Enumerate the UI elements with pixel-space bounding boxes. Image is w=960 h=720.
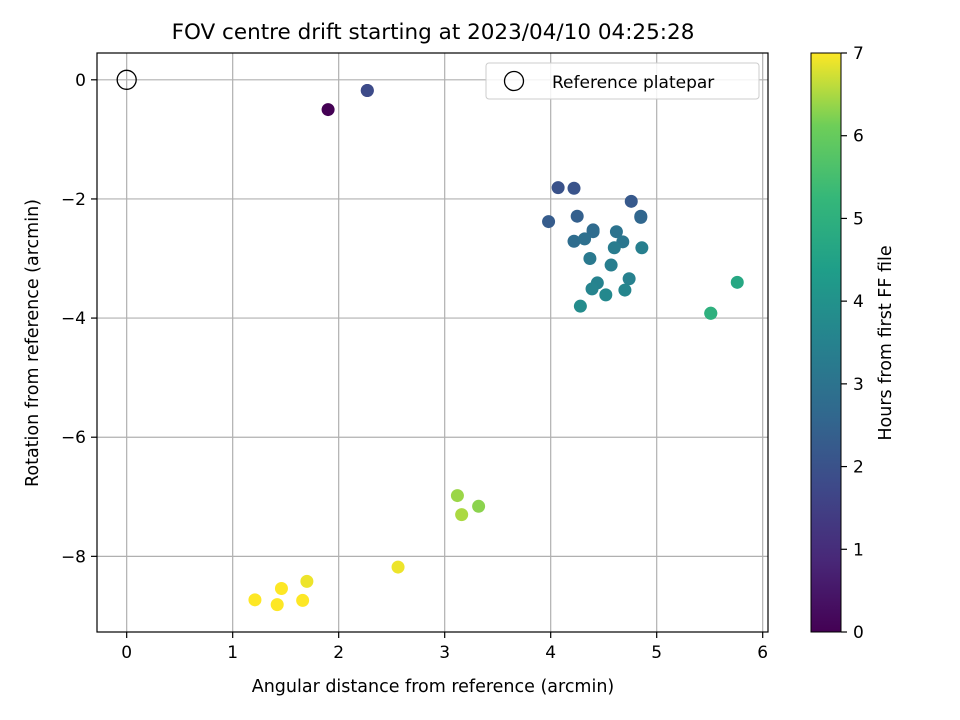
data-point bbox=[270, 598, 284, 612]
data-point bbox=[567, 181, 581, 195]
reference-platepar-marker bbox=[116, 69, 137, 90]
y-tick-label: 0 bbox=[75, 71, 86, 91]
y-tick-label: −6 bbox=[61, 428, 86, 448]
data-point bbox=[578, 232, 592, 246]
data-point bbox=[360, 84, 374, 98]
data-point bbox=[704, 306, 718, 320]
x-tick-label: 6 bbox=[757, 643, 768, 663]
data-point bbox=[455, 508, 469, 522]
data-point bbox=[567, 234, 581, 248]
x-tick-label: 1 bbox=[227, 643, 238, 663]
colorbar-tick-label: 7 bbox=[853, 44, 864, 64]
data-point bbox=[634, 210, 648, 224]
legend-marker-reference bbox=[503, 70, 525, 92]
data-point bbox=[391, 560, 405, 574]
x-tick-label: 5 bbox=[651, 643, 662, 663]
legend-label-reference: Reference platepar bbox=[552, 73, 714, 93]
data-point bbox=[551, 181, 565, 195]
legend: Reference platepar bbox=[485, 62, 760, 100]
colorbar-label: Hours from first FF file bbox=[876, 245, 896, 440]
data-point bbox=[321, 103, 335, 117]
colorbar-tick-label: 6 bbox=[853, 127, 864, 147]
data-point bbox=[296, 593, 310, 607]
data-point bbox=[607, 241, 621, 255]
colorbar-tick-label: 2 bbox=[853, 458, 864, 478]
x-axis-label: Angular distance from reference (arcmin) bbox=[252, 677, 615, 697]
data-point bbox=[624, 194, 638, 208]
data-point bbox=[570, 209, 584, 223]
data-point bbox=[604, 258, 618, 272]
data-point bbox=[730, 275, 744, 289]
grid-lines bbox=[97, 53, 768, 632]
data-point bbox=[609, 225, 623, 239]
colorbar-tick-label: 0 bbox=[853, 623, 864, 643]
y-axis-label: Rotation from reference (arcmin) bbox=[23, 199, 43, 487]
data-point bbox=[583, 252, 597, 266]
x-tick-label: 3 bbox=[439, 643, 450, 663]
data-point bbox=[599, 288, 613, 302]
data-point bbox=[300, 574, 314, 588]
colorbar-tick-label: 3 bbox=[853, 375, 864, 395]
colorbar-gradient bbox=[810, 52, 842, 633]
data-point bbox=[248, 593, 262, 607]
data-point bbox=[586, 225, 600, 239]
x-tick-label: 4 bbox=[545, 643, 556, 663]
y-tick-label: −2 bbox=[61, 190, 86, 210]
colorbar-tick-label: 1 bbox=[853, 540, 864, 560]
data-points bbox=[116, 69, 744, 612]
data-point bbox=[585, 282, 599, 296]
y-tick-label: −4 bbox=[61, 309, 86, 329]
colorbar-tick-label: 5 bbox=[853, 209, 864, 229]
plot-frame bbox=[96, 52, 769, 633]
colorbar: 0 1 2 3 4 5 6 7 Hours from first FF file bbox=[810, 44, 896, 643]
data-point bbox=[274, 582, 288, 596]
data-point bbox=[622, 272, 636, 286]
chart-title: FOV centre drift starting at 2023/04/10 … bbox=[172, 20, 695, 45]
legend-box bbox=[485, 62, 760, 100]
data-point bbox=[573, 299, 587, 313]
x-tick-label: 2 bbox=[333, 643, 344, 663]
y-axis-ticks: 0 −2 −4 −6 −8 bbox=[61, 71, 97, 567]
x-axis-ticks: 0 1 2 3 4 5 6 bbox=[121, 632, 768, 663]
data-point bbox=[542, 215, 556, 229]
x-tick-label: 0 bbox=[121, 643, 132, 663]
data-point bbox=[450, 489, 464, 503]
data-point bbox=[618, 283, 632, 297]
y-tick-label: −8 bbox=[61, 547, 86, 567]
colorbar-ticks: 0 1 2 3 4 5 6 7 bbox=[841, 44, 864, 643]
data-point bbox=[472, 499, 486, 513]
data-point bbox=[635, 241, 649, 255]
colorbar-tick-label: 4 bbox=[853, 292, 864, 312]
